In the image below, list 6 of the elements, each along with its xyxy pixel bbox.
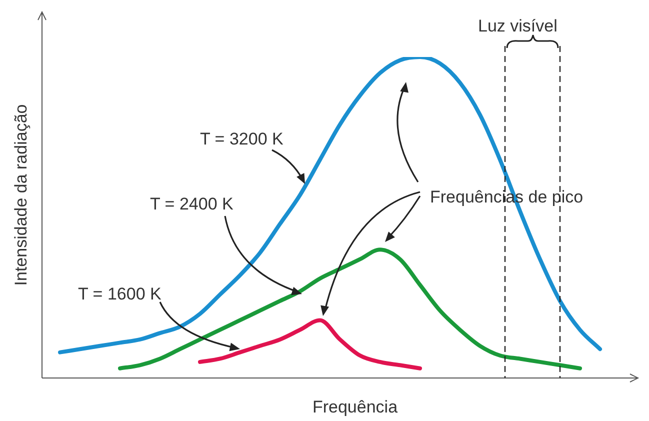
text: T = 2400 K — [150, 194, 234, 214]
text: Luz visível — [478, 16, 558, 36]
text: T = 1600 K — [78, 284, 162, 304]
text: T = 3200 K — [200, 130, 284, 149]
x-axis-title: Frequência — [312, 398, 398, 417]
y-axis-title: Intensidade da radiação — [12, 104, 31, 286]
